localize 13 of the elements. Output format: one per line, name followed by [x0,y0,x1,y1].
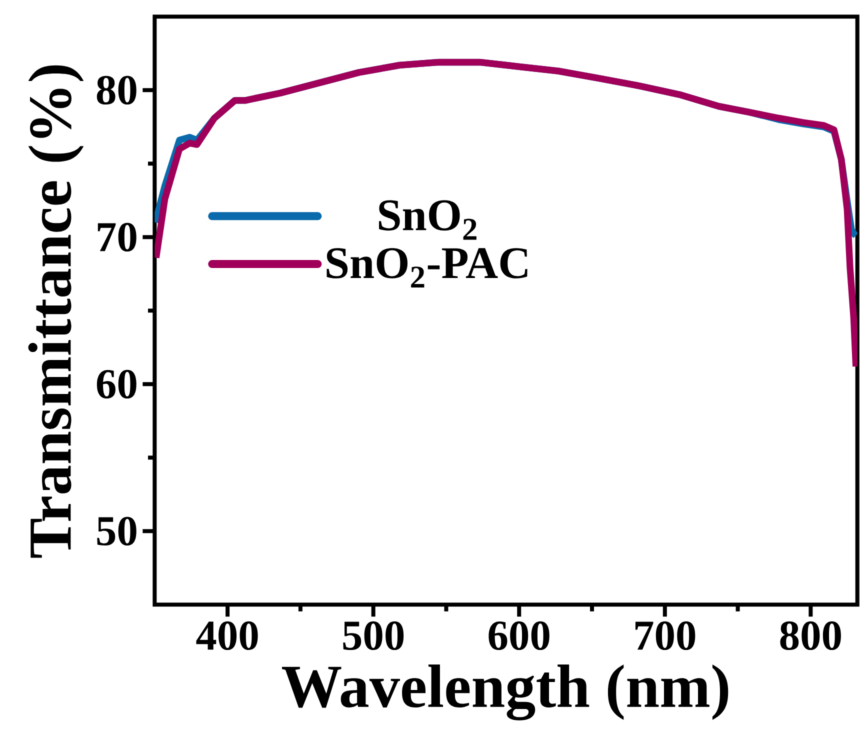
x-tick-label: 500 [343,622,404,650]
y-tick-label: 50 [97,516,136,546]
y-tick-label: 60 [96,370,136,399]
y-tick-label: 80 [96,76,136,105]
x-axis-title: Wavelength (nm) [282,664,728,721]
legend-label: SnO$_{2}$ [379,200,476,240]
legend-label: SnO$_{2}$-PAC [326,248,528,288]
x-tick-label: 600 [488,622,550,650]
x-tick-label: 700 [635,622,696,650]
y-tick-label: 70 [98,222,136,252]
x-tick-label: 800 [780,622,841,650]
x-tick-label: 400 [196,622,258,650]
y-axis-title: Transmittance (%) [28,66,84,558]
